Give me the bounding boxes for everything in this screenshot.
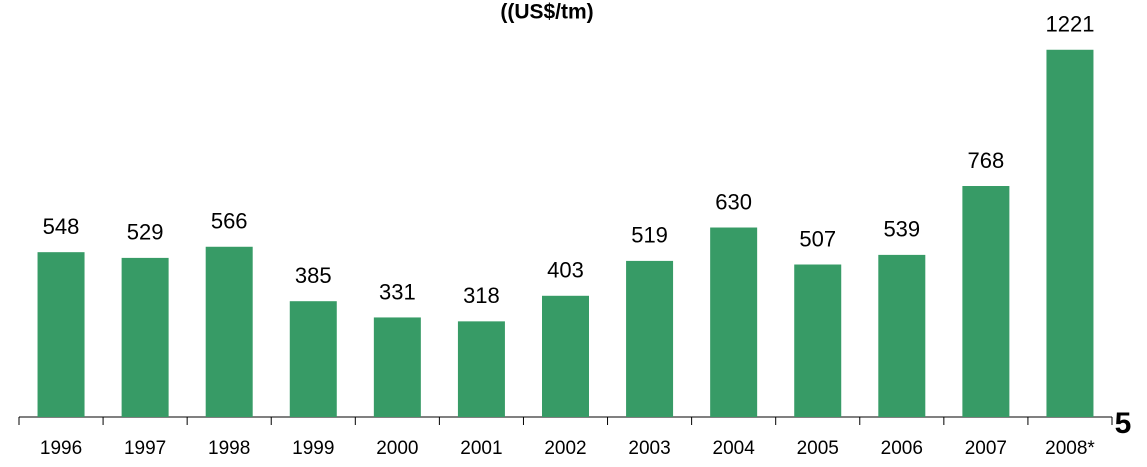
value-label: 630 (715, 189, 752, 214)
x-tick-label: 2004 (713, 438, 756, 459)
value-label: 331 (379, 279, 416, 304)
value-label: 566 (211, 209, 248, 234)
x-tick-label: 2003 (628, 438, 670, 459)
x-tick-label: 1998 (208, 438, 250, 459)
chart-title: ((US$/tm) (500, 1, 593, 24)
x-tick-label: 2001 (460, 438, 502, 459)
value-label: 548 (43, 214, 80, 239)
bar (121, 257, 169, 417)
value-label: 529 (127, 220, 164, 245)
x-tick-label: 2000 (376, 438, 418, 459)
x-tick-label: 2007 (965, 438, 1007, 459)
bar (710, 227, 758, 417)
x-tick-label: 2008* (1045, 438, 1095, 459)
value-label: 519 (631, 223, 668, 248)
bar (205, 246, 253, 417)
page-number: 5 (1115, 407, 1132, 440)
bar (37, 252, 85, 417)
value-label: 318 (463, 283, 500, 308)
x-tick-label: 2006 (881, 438, 923, 459)
bar (962, 186, 1010, 417)
bar (626, 260, 674, 417)
bar (794, 264, 842, 417)
x-tick-label: 1999 (292, 438, 334, 459)
x-tick-label: 2005 (797, 438, 839, 459)
value-label: 507 (799, 226, 836, 251)
value-label: 1221 (1045, 12, 1094, 37)
bar (1046, 49, 1094, 417)
bar (878, 254, 926, 417)
value-label: 539 (883, 217, 920, 242)
x-tick-label: 2002 (544, 438, 586, 459)
bar (542, 295, 589, 417)
value-label: 403 (547, 258, 584, 283)
x-tick-label: 1996 (40, 438, 82, 459)
bar (289, 301, 337, 417)
x-tick-label: 1997 (124, 438, 166, 459)
value-label: 385 (295, 263, 332, 288)
value-label: 768 (968, 148, 1005, 173)
bar (373, 317, 421, 417)
bar (457, 321, 505, 417)
